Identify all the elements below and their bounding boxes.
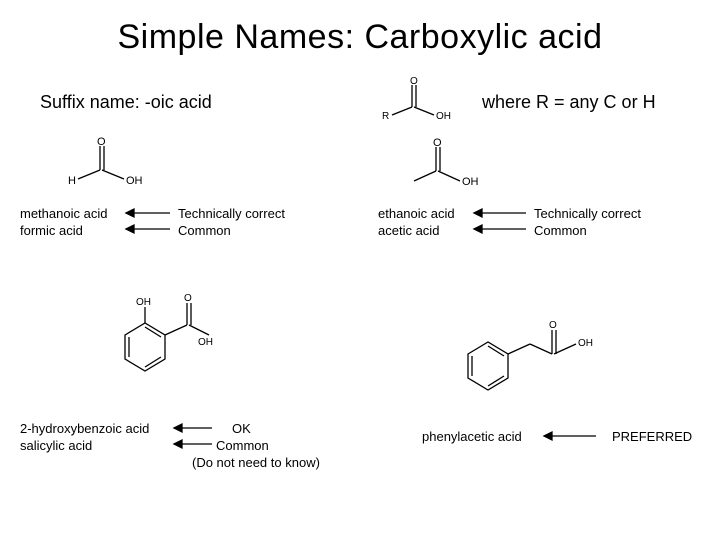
svg-text:O: O bbox=[410, 76, 418, 87]
svg-text:OH: OH bbox=[436, 111, 451, 122]
label-phenylacetic: phenylacetic acid bbox=[422, 428, 522, 446]
page-title: Simple Names: Carboxylic acid bbox=[0, 0, 720, 57]
note-preferred: PREFERRED bbox=[612, 428, 692, 446]
label-methanoic: methanoic acid bbox=[20, 205, 107, 223]
svg-text:OH: OH bbox=[462, 176, 479, 188]
structure-salicylic: OH O OH bbox=[95, 285, 225, 410]
note-common-2: Common bbox=[534, 222, 587, 240]
where-clause: where R = any C or H bbox=[482, 92, 656, 113]
label-ethanoic: ethanoic acid bbox=[378, 205, 455, 223]
structure-generic-cooh: R O OH bbox=[378, 75, 468, 135]
arrow-phenylacetic bbox=[542, 429, 598, 448]
label-salicylic: salicylic acid bbox=[20, 437, 92, 455]
svg-text:O: O bbox=[184, 293, 192, 304]
arrow-acetic bbox=[472, 222, 528, 241]
svg-text:O: O bbox=[433, 137, 442, 149]
note-dont-need: (Do not need to know) bbox=[192, 454, 320, 472]
note-ok: OK bbox=[232, 420, 251, 438]
note-tech-correct-2: Technically correct bbox=[534, 205, 641, 223]
svg-text:OH: OH bbox=[136, 297, 151, 308]
svg-text:OH: OH bbox=[578, 338, 593, 349]
svg-text:O: O bbox=[97, 136, 106, 148]
label-formic: formic acid bbox=[20, 222, 83, 240]
svg-text:R: R bbox=[382, 111, 389, 122]
structure-phenylacetic: O OH bbox=[448, 300, 608, 415]
note-common-1: Common bbox=[178, 222, 231, 240]
svg-text:O: O bbox=[549, 320, 557, 331]
svg-text:H: H bbox=[68, 175, 76, 187]
label-hydroxybenzoic: 2-hydroxybenzoic acid bbox=[20, 420, 149, 438]
svg-text:OH: OH bbox=[198, 337, 213, 348]
structure-formic: H O OH bbox=[60, 135, 160, 200]
suffix-subtitle: Suffix name: -oic acid bbox=[40, 92, 212, 113]
note-tech-correct-1: Technically correct bbox=[178, 205, 285, 223]
structure-acetic: O OH bbox=[402, 135, 492, 200]
arrow-formic bbox=[124, 222, 172, 241]
svg-text:OH: OH bbox=[126, 175, 143, 187]
label-acetic: acetic acid bbox=[378, 222, 439, 240]
note-common-3: Common bbox=[216, 437, 269, 455]
